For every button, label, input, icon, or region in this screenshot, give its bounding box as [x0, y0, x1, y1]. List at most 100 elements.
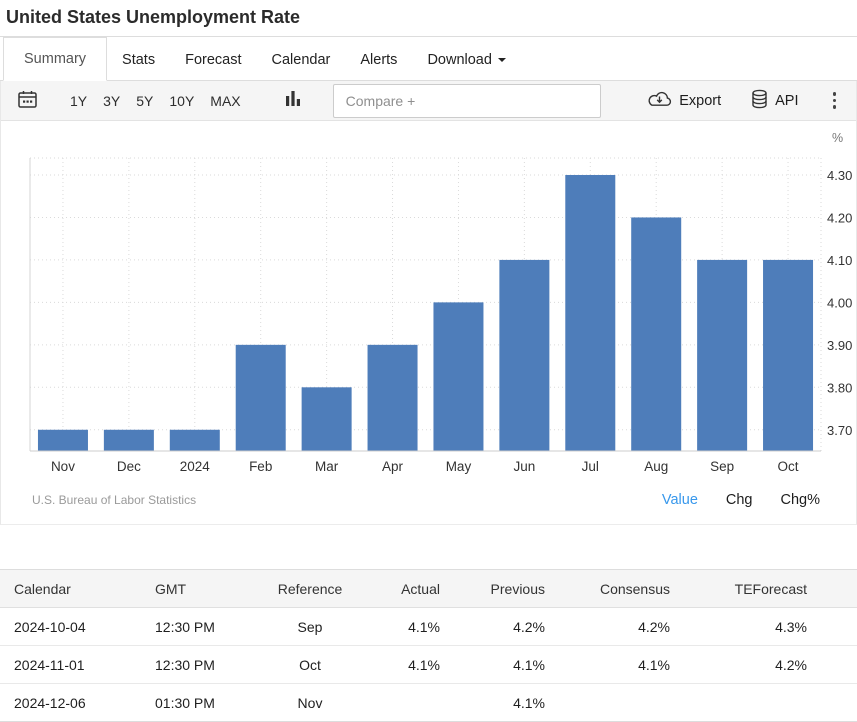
x-tick-label: Aug [644, 459, 668, 474]
tab-alerts[interactable]: Alerts [345, 39, 412, 80]
calendar-table-header: Calendar GMT Reference Actual Previous Consen… [0, 569, 857, 608]
tab-summary[interactable]: Summary [3, 37, 108, 81]
x-tick-label: Apr [382, 459, 404, 474]
y-tick-label: 4.20 [827, 210, 852, 225]
cell-actual: 4.1% [360, 607, 441, 646]
mode-chg[interactable]: Chg [725, 492, 753, 508]
x-tick-label: May [446, 459, 472, 474]
bar-Jul[interactable] [565, 174, 616, 451]
cell-previous: 4.1% [441, 683, 546, 722]
tab-label: Download [427, 52, 492, 68]
tab-label: Alerts [360, 52, 398, 68]
export-label: Export [679, 92, 722, 109]
range-button-3y[interactable]: 3Y [103, 92, 121, 109]
x-tick-label: Mar [315, 459, 339, 474]
range-button-1y[interactable]: 1Y [70, 92, 88, 109]
table-row[interactable]: 2024-12-06 01:30 PM Nov 4.1% [0, 683, 857, 722]
cell-calendar: 2024-11-01 [0, 645, 140, 684]
more-options-button[interactable] [827, 90, 843, 111]
bar-Nov[interactable] [37, 429, 88, 451]
range-button-5y[interactable]: 5Y [136, 92, 154, 109]
tab-label: Summary [24, 51, 87, 67]
bar-Aug[interactable] [631, 217, 682, 451]
bar-Sep[interactable] [697, 259, 748, 451]
range-buttons: 1Y 3Y 5Y 10Y MAX [62, 93, 249, 109]
tab-bar: Summary Stats Forecast Calendar Alerts Downlo… [0, 36, 857, 81]
y-axis-unit-label: % [832, 131, 843, 145]
tab-calendar[interactable]: Calendar [257, 39, 346, 80]
column-header-consensus: Consensus [546, 569, 671, 608]
calendar-icon [17, 89, 38, 113]
y-tick-label: 3.70 [827, 423, 852, 438]
page-title: United States Unemployment Rate [6, 7, 301, 27]
cell-reference: Nov [260, 683, 360, 722]
cell-reference: Oct [260, 645, 360, 684]
cell-consensus: 4.2% [546, 607, 671, 646]
cell-previous: 4.2% [441, 607, 546, 646]
mode-chg-pct[interactable]: Chg% [780, 492, 821, 508]
cell-teforecast: 4.2% [671, 645, 857, 684]
dropdown-caret-icon [497, 58, 506, 63]
table-row[interactable]: 2024-11-01 12:30 PM Oct 4.1% 4.1% 4.1% 4.2% [0, 645, 857, 684]
cell-calendar: 2024-10-04 [0, 607, 140, 646]
cell-previous: 4.1% [441, 645, 546, 684]
bar-Oct[interactable] [763, 259, 814, 451]
bar-Apr[interactable] [367, 344, 418, 451]
x-tick-label: Dec [117, 459, 141, 474]
column-header-actual: Actual [360, 569, 441, 608]
bar-chart-icon [285, 90, 301, 111]
x-tick-label: 2024 [180, 459, 211, 474]
api-button[interactable]: API [751, 89, 799, 112]
date-range-picker-button[interactable] [17, 89, 38, 113]
table-row[interactable]: 2024-10-04 12:30 PM Sep 4.1% 4.2% 4.2% 4.3% [0, 607, 857, 646]
cell-consensus: 4.1% [546, 645, 671, 684]
y-tick-label: 3.80 [827, 380, 852, 395]
tab-stats[interactable]: Stats [107, 39, 170, 80]
data-source-label: U.S. Bureau of Labor Statistics [32, 493, 197, 507]
y-tick-label: 3.90 [827, 338, 852, 353]
column-header-teforecast: TEForecast [671, 569, 857, 608]
tab-label: Forecast [185, 52, 242, 68]
x-tick-label: Oct [778, 459, 799, 474]
y-tick-label: 4.10 [827, 253, 852, 268]
cloud-download-icon [647, 90, 672, 111]
calendar-table-body: 2024-10-04 12:30 PM Sep 4.1% 4.2% 4.2% 4.3% 202… [0, 607, 857, 722]
unemployment-bar-chart: 3.70 3.80 3.90 4.00 4.10 4.20 4.30% Nov Dec 2024 F… [29, 131, 852, 474]
cell-actual: 4.1% [360, 645, 441, 684]
cell-actual [360, 683, 441, 722]
bar-Dec[interactable] [103, 429, 154, 451]
bar-May[interactable] [433, 302, 484, 451]
bar-2024[interactable] [169, 429, 220, 451]
export-button[interactable]: Export [647, 90, 721, 111]
column-header-previous: Previous [441, 569, 546, 608]
cell-teforecast: 4.3% [671, 607, 857, 646]
cell-consensus [546, 683, 671, 722]
bar-Jun[interactable] [499, 259, 550, 451]
chart-type-button[interactable] [285, 90, 301, 111]
mode-value[interactable]: Value [661, 492, 698, 508]
bar-Feb[interactable] [235, 344, 286, 451]
tab-forecast[interactable]: Forecast [170, 39, 256, 80]
x-tick-label: Nov [51, 459, 75, 474]
cell-reference: Sep [260, 607, 360, 646]
database-icon [751, 89, 768, 112]
tab-download[interactable]: Download [412, 39, 521, 80]
cell-teforecast [671, 683, 857, 722]
column-header-calendar: Calendar [0, 569, 140, 608]
api-label: API [775, 92, 799, 109]
value-mode-switch: Value Chg Chg% [662, 492, 820, 508]
cell-calendar: 2024-12-06 [0, 683, 140, 722]
kebab-menu-icon [832, 92, 836, 109]
range-button-10y[interactable]: 10Y [169, 92, 195, 109]
chart-toolbar: 1Y 3Y 5Y 10Y MAX Export [1, 81, 856, 121]
bar-Mar[interactable] [301, 387, 352, 451]
column-header-reference: Reference [260, 569, 360, 608]
cell-gmt: 01:30 PM [140, 683, 260, 722]
y-tick-label: 4.30 [827, 168, 852, 183]
chart-panel: 1Y 3Y 5Y 10Y MAX Export [0, 81, 857, 525]
tab-label: Stats [122, 52, 156, 68]
range-button-max[interactable]: MAX [210, 92, 241, 109]
compare-input[interactable] [332, 83, 601, 118]
x-tick-label: Jun [513, 459, 535, 474]
y-tick-label: 4.00 [827, 295, 852, 310]
